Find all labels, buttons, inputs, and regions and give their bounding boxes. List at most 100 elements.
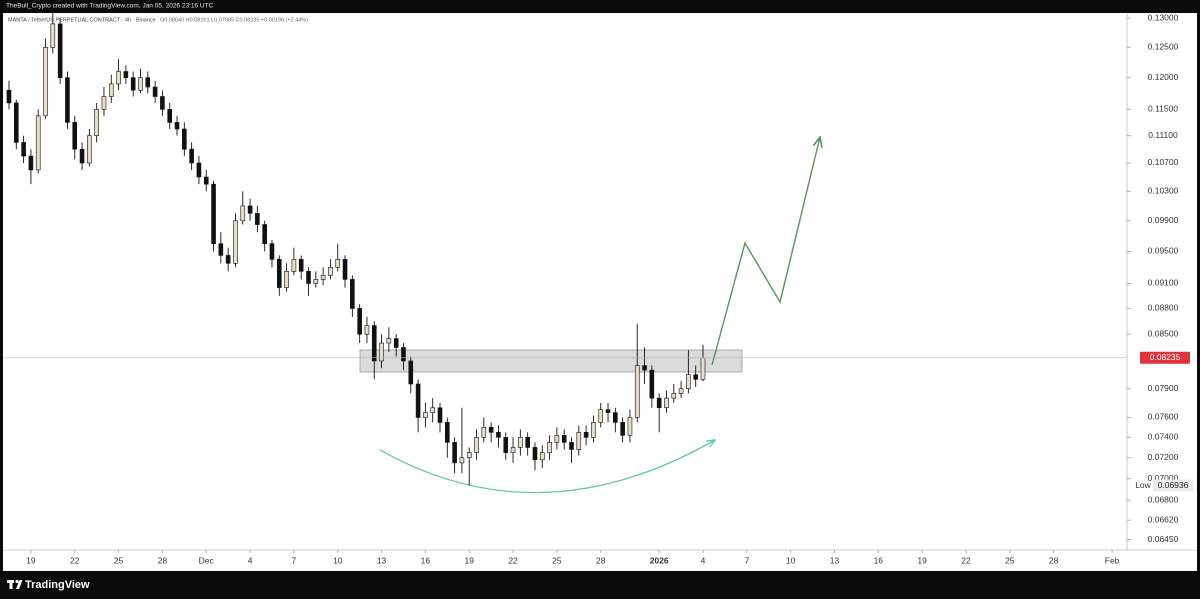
candle-body [576, 432, 582, 450]
candle-body [225, 255, 231, 264]
x-tick-label: 16 [874, 555, 884, 565]
candle-body [160, 96, 165, 110]
y-tick-label: 0.06800 [1148, 494, 1179, 504]
candle-body [423, 412, 428, 418]
candle-body [488, 427, 494, 433]
candle-body [130, 77, 136, 91]
x-tick-label: 7 [292, 555, 297, 565]
candle-body [620, 422, 625, 436]
symbol-text: MANTA / TetherUS PERPETUAL CONTRACT · 4h… [8, 17, 156, 23]
candle-body [211, 183, 216, 244]
logo-part [16, 580, 23, 589]
candle-body [693, 374, 698, 380]
y-tick-label: 0.07200 [1148, 452, 1179, 462]
candle-body [700, 357, 706, 380]
x-tick-label: 28 [596, 555, 606, 565]
y-tick-label: 0.07900 [1148, 383, 1179, 393]
candle-body [386, 338, 392, 344]
x-tick-label: 19 [464, 555, 474, 565]
y-tick-label: 0.11500 [1148, 104, 1178, 114]
candle-body [145, 77, 151, 88]
x-tick-label: 7 [744, 555, 749, 565]
y-tick-label: 0.07400 [1148, 432, 1179, 442]
x-tick-label: 25 [552, 555, 562, 565]
y-tick-label: 0.08500 [1148, 328, 1179, 338]
candle-body [357, 308, 362, 335]
candle-body [306, 271, 311, 284]
y-tick-label: 0.09900 [1148, 215, 1179, 225]
candle-body [437, 407, 443, 423]
candle-body [203, 176, 209, 185]
candle-body [108, 83, 114, 97]
candle-body [474, 437, 479, 453]
x-tick-label: 25 [1005, 555, 1015, 565]
y-tick-label: 0.06450 [1148, 534, 1179, 544]
candle-body [94, 109, 99, 136]
candle-body [50, 23, 56, 48]
candle-body [408, 360, 414, 385]
candle-body [393, 338, 399, 348]
candle-body [335, 259, 341, 268]
last-price-box [1140, 351, 1190, 364]
candle-body [547, 442, 552, 453]
candle-body [298, 259, 304, 272]
y-tick-label: 0.06620 [1148, 514, 1179, 524]
candle-body [138, 77, 143, 91]
candle-body [664, 397, 669, 409]
candle-body [255, 213, 260, 225]
brand-text: TradingView [25, 579, 90, 591]
candle-body [466, 452, 472, 459]
candle-body [496, 432, 501, 438]
x-tick-label: 10 [786, 555, 796, 565]
candle-body [605, 409, 611, 413]
candle-body [247, 205, 253, 214]
candle-body [240, 205, 246, 222]
candle-body [189, 148, 194, 164]
candle-body [379, 342, 384, 362]
candle-body [503, 437, 509, 453]
x-tick-label: 13 [377, 555, 387, 565]
candle-body [6, 89, 12, 104]
low-marker-box [1153, 479, 1193, 492]
candle-body [28, 155, 34, 171]
candle-body [116, 71, 121, 85]
candle-body [276, 259, 282, 288]
ohlc-legend: O0.08040 H0.08161 L0.07985 C0.08235 +0.0… [160, 17, 308, 23]
y-tick-label: 0.09100 [1148, 278, 1179, 288]
low-marker-value: 0.06936 [1158, 480, 1189, 490]
candle-body [532, 447, 538, 461]
candle-body [445, 422, 450, 443]
candle-body [218, 243, 224, 256]
y-tick-label: 0.10700 [1148, 157, 1179, 167]
candle-body [627, 417, 633, 436]
candle-body [591, 422, 596, 438]
x-tick-label: 28 [158, 555, 168, 565]
candle-body [233, 220, 238, 264]
candle-body [35, 115, 41, 171]
candle-body [313, 279, 319, 284]
x-tick-label: 28 [1049, 555, 1059, 565]
candle-body [686, 374, 691, 389]
candle-body [182, 128, 187, 150]
candle-body [167, 109, 173, 123]
candle-body [671, 393, 677, 399]
y-tick-label: 0.07000 [1148, 473, 1179, 483]
x-tick-label: 10 [333, 555, 343, 565]
candle-body [678, 388, 684, 394]
rounding-bottom-arc [379, 440, 715, 494]
x-tick-label: 19 [26, 555, 36, 565]
candle-body [656, 397, 662, 409]
candle-body [642, 365, 647, 371]
candle-body [459, 457, 465, 464]
candle-body [328, 267, 333, 276]
low-marker-label: Low [1135, 480, 1151, 490]
x-tick-label: 4 [701, 555, 706, 565]
projection-arrow [711, 137, 820, 366]
footer-bar [3, 572, 1197, 599]
candle-body [152, 86, 158, 97]
y-tick-label: 0.13000 [1148, 12, 1179, 22]
x-tick-label: 19 [917, 555, 927, 565]
candle-body [561, 435, 567, 443]
